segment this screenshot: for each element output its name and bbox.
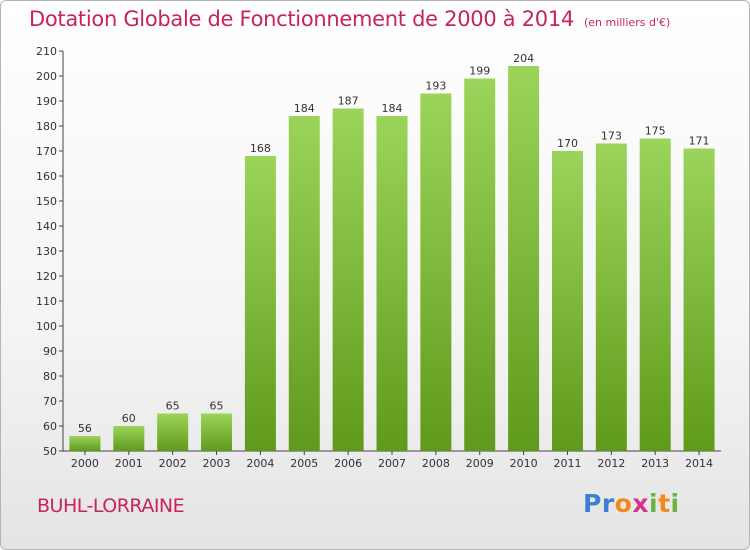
x-tick-label-2000: 2000 xyxy=(71,457,99,470)
bar-2003 xyxy=(201,413,233,451)
y-tick-label: 150 xyxy=(36,195,57,208)
bar-2001 xyxy=(113,426,145,451)
data-label-2007: 184 xyxy=(382,102,403,115)
data-label-2009: 199 xyxy=(469,65,490,78)
data-label-2006: 187 xyxy=(338,95,359,108)
y-tick-label: 200 xyxy=(36,70,57,83)
y-tick-label: 190 xyxy=(36,95,57,108)
y-tick-label: 180 xyxy=(36,120,57,133)
y-tick-label: 110 xyxy=(36,295,57,308)
x-tick-label-2009: 2009 xyxy=(466,457,494,470)
x-tick-label-2010: 2010 xyxy=(510,457,538,470)
logo-letter: t xyxy=(658,489,671,518)
data-label-2008: 193 xyxy=(425,80,446,93)
x-tick-label-2012: 2012 xyxy=(597,457,625,470)
y-tick-label: 120 xyxy=(36,270,57,283)
data-label-2001: 60 xyxy=(122,412,136,425)
bar-2014 xyxy=(683,148,715,451)
bar-2012 xyxy=(595,143,627,451)
bar-2007 xyxy=(376,116,408,451)
bar-2011 xyxy=(551,151,583,451)
data-label-2010: 204 xyxy=(513,52,534,65)
bar-2010 xyxy=(508,66,540,451)
data-label-2013: 175 xyxy=(645,125,666,138)
y-tick-label: 160 xyxy=(36,170,57,183)
data-label-2014: 171 xyxy=(689,135,710,148)
x-tick-label-2001: 2001 xyxy=(115,457,143,470)
x-tick-label-2008: 2008 xyxy=(422,457,450,470)
x-tick-label-2003: 2003 xyxy=(203,457,231,470)
logo-letter: r xyxy=(601,489,615,518)
y-tick-label: 140 xyxy=(36,220,57,233)
y-tick-label: 170 xyxy=(36,145,57,158)
y-tick-label: 70 xyxy=(43,395,57,408)
data-label-2011: 170 xyxy=(557,137,578,150)
bar-2006 xyxy=(332,108,364,451)
x-tick-label-2007: 2007 xyxy=(378,457,406,470)
y-tick-label: 210 xyxy=(36,45,57,58)
commune-name: BUHL-LORRAINE xyxy=(37,495,185,517)
data-label-2004: 168 xyxy=(250,142,271,155)
bar-2000 xyxy=(69,436,101,451)
x-tick-label-2013: 2013 xyxy=(641,457,669,470)
bar-2005 xyxy=(288,116,320,451)
bar-2002 xyxy=(157,413,189,451)
y-tick-label: 60 xyxy=(43,420,57,433)
x-tick-label-2004: 2004 xyxy=(246,457,274,470)
logo-letter: o xyxy=(614,489,633,518)
data-label-2012: 173 xyxy=(601,130,622,143)
logo-letter: x xyxy=(632,489,649,518)
chart-title-text: Dotation Globale de Fonctionnement de 20… xyxy=(29,7,574,31)
bar-2008 xyxy=(420,93,452,451)
bar-2009 xyxy=(464,78,496,451)
logo-letter: P xyxy=(583,489,602,518)
chart-title: Dotation Globale de Fonctionnement de 20… xyxy=(29,7,670,31)
x-tick-label-2005: 2005 xyxy=(290,457,318,470)
x-tick-label-2006: 2006 xyxy=(334,457,362,470)
data-label-2003: 65 xyxy=(210,400,224,413)
chart-bars xyxy=(69,66,715,451)
y-tick-label: 100 xyxy=(36,320,57,333)
proxiti-logo: Proxiti xyxy=(583,489,680,518)
logo-letter: i xyxy=(670,489,680,518)
y-tick-label: 50 xyxy=(43,445,57,458)
bar-2004 xyxy=(244,156,276,451)
x-tick-label-2014: 2014 xyxy=(685,457,713,470)
chart-unit: (en milliers d'€) xyxy=(583,16,671,29)
data-label-2002: 65 xyxy=(166,400,180,413)
chart-axes: 50 60 70 80 90 100 110 120 130 140 150 160 170 180 190… xyxy=(36,45,721,470)
y-tick-label: 80 xyxy=(43,370,57,383)
x-tick-label-2011: 2011 xyxy=(553,457,581,470)
x-tick-label-2002: 2002 xyxy=(159,457,187,470)
chart-data-labels: 56 60 65 65 168 184 187 184 193 199 204 170 173 175 17… xyxy=(78,52,710,435)
data-label-2005: 184 xyxy=(294,102,315,115)
y-tick-label: 130 xyxy=(36,245,57,258)
y-tick-label: 90 xyxy=(43,345,57,358)
data-label-2000: 56 xyxy=(78,422,92,435)
bar-2013 xyxy=(639,138,671,451)
logo-letter: i xyxy=(649,489,659,518)
